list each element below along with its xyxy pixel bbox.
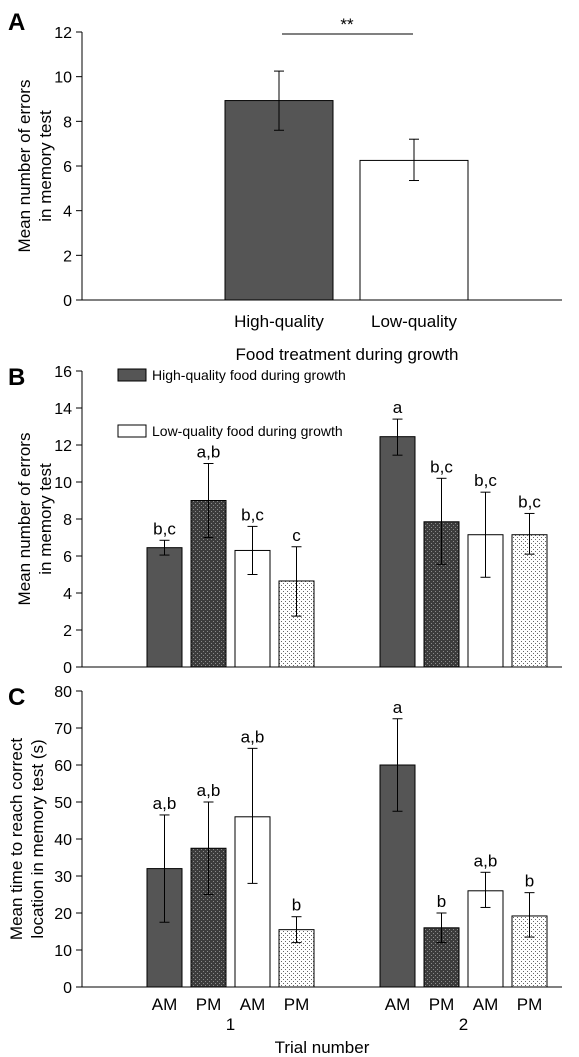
y-tick-label: 12	[54, 25, 72, 42]
bar	[359, 159, 469, 301]
x-category-label: High-quality	[234, 312, 324, 331]
significance-letter: a,b	[197, 781, 221, 800]
legend-swatch	[117, 368, 147, 382]
y-tick-label: 50	[54, 795, 72, 812]
y-tick-label: 6	[63, 159, 72, 176]
y-axis-label-line: Mean number of errors	[15, 433, 34, 606]
significance-letter: b,c	[474, 471, 497, 490]
y-tick-label: 0	[63, 980, 72, 997]
y-tick-label: 16	[54, 364, 72, 381]
significance-letter: c	[292, 526, 301, 545]
significance-letter: a	[393, 698, 403, 717]
y-tick-label: 8	[63, 114, 72, 131]
bar	[224, 100, 334, 301]
significance-letter: a,b	[241, 727, 265, 746]
x-category-label: AM	[385, 995, 411, 1014]
y-tick-label: 2	[63, 248, 72, 265]
x-group-label: 2	[459, 1015, 468, 1034]
bar	[379, 436, 416, 668]
legend-label: Low-quality food during growth	[152, 423, 343, 439]
y-axis-label-line: Mean time to reach correct	[7, 738, 26, 940]
bar	[278, 580, 315, 668]
y-tick-label: 10	[54, 943, 72, 960]
significance-letter: b,c	[241, 505, 264, 524]
significance-letter: b,c	[518, 492, 541, 511]
y-tick-label: 0	[63, 293, 72, 310]
panel-letter: B	[8, 364, 25, 391]
significance-letter: a,b	[474, 851, 498, 870]
significance-letter: b	[525, 872, 534, 891]
y-tick-label: 10	[54, 475, 72, 492]
x-group-label: 1	[226, 1015, 235, 1034]
significance-letter: a,b	[197, 443, 221, 462]
y-tick-label: 60	[54, 758, 72, 775]
y-axis-label-line: in memory test	[36, 110, 55, 222]
panel-letter: A	[8, 9, 25, 36]
bar	[511, 534, 548, 668]
panel-b: 0 2 4 6 8 10 12 14 16 Mean number of errors in mem…	[8, 364, 562, 677]
y-tick-label: 6	[63, 549, 72, 566]
y-tick-label: 12	[54, 438, 72, 455]
y-axis-label-line: Mean number of errors	[15, 80, 34, 253]
y-tick-label: 14	[54, 401, 72, 418]
x-category-label: AM	[240, 995, 266, 1014]
x-category-label: PM	[517, 995, 543, 1014]
y-tick-label: 20	[54, 906, 72, 923]
y-axis-label-line: in memory test	[36, 463, 55, 575]
x-category-label: PM	[284, 995, 310, 1014]
y-tick-label: 70	[54, 721, 72, 738]
y-axis-label: Mean time to reach correct location in me…	[7, 738, 47, 940]
significance-letter: b	[437, 892, 446, 911]
y-tick-label: 2	[63, 623, 72, 640]
x-axis-label: Trial number	[275, 1038, 370, 1057]
y-tick-label: 0	[63, 660, 72, 677]
legend-label: High-quality food during growth	[152, 367, 346, 383]
y-tick-label: 80	[54, 684, 72, 701]
y-tick-label: 40	[54, 832, 72, 849]
x-category-label: Low-quality	[371, 312, 457, 331]
legend-swatch	[117, 424, 147, 438]
x-category-label: PM	[429, 995, 455, 1014]
x-category-label: AM	[473, 995, 499, 1014]
significance-letter: a,b	[153, 794, 177, 813]
y-tick-label: 4	[63, 586, 72, 603]
significance-marker: **	[340, 15, 354, 34]
significance-letter: b,c	[430, 457, 453, 476]
y-tick-label: 4	[63, 204, 72, 221]
y-tick-label: 30	[54, 869, 72, 886]
significance-letter: b	[292, 896, 301, 915]
panel-letter: C	[8, 684, 25, 711]
bar	[146, 547, 183, 668]
y-axis-label-line: location in memory test (s)	[28, 739, 47, 938]
y-tick-label: 8	[63, 512, 72, 529]
y-axis-label: Mean number of errors in memory test	[15, 80, 55, 253]
y-axis-label: Mean number of errors in memory test	[15, 433, 55, 606]
x-axis-label: Food treatment during growth	[235, 345, 458, 364]
panel-a: 0 2 4 6 8 10 12 Mean number of errors in memory …	[8, 9, 562, 364]
significance-letter: a	[393, 398, 403, 417]
x-category-label: PM	[196, 995, 222, 1014]
y-tick-label: 10	[54, 70, 72, 87]
significance-letter: b,c	[153, 519, 176, 538]
x-category-label: AM	[152, 995, 178, 1014]
panel-c: 0 10 20 30 40 50 60 70 80 Mean time to reach corr…	[7, 684, 562, 1057]
